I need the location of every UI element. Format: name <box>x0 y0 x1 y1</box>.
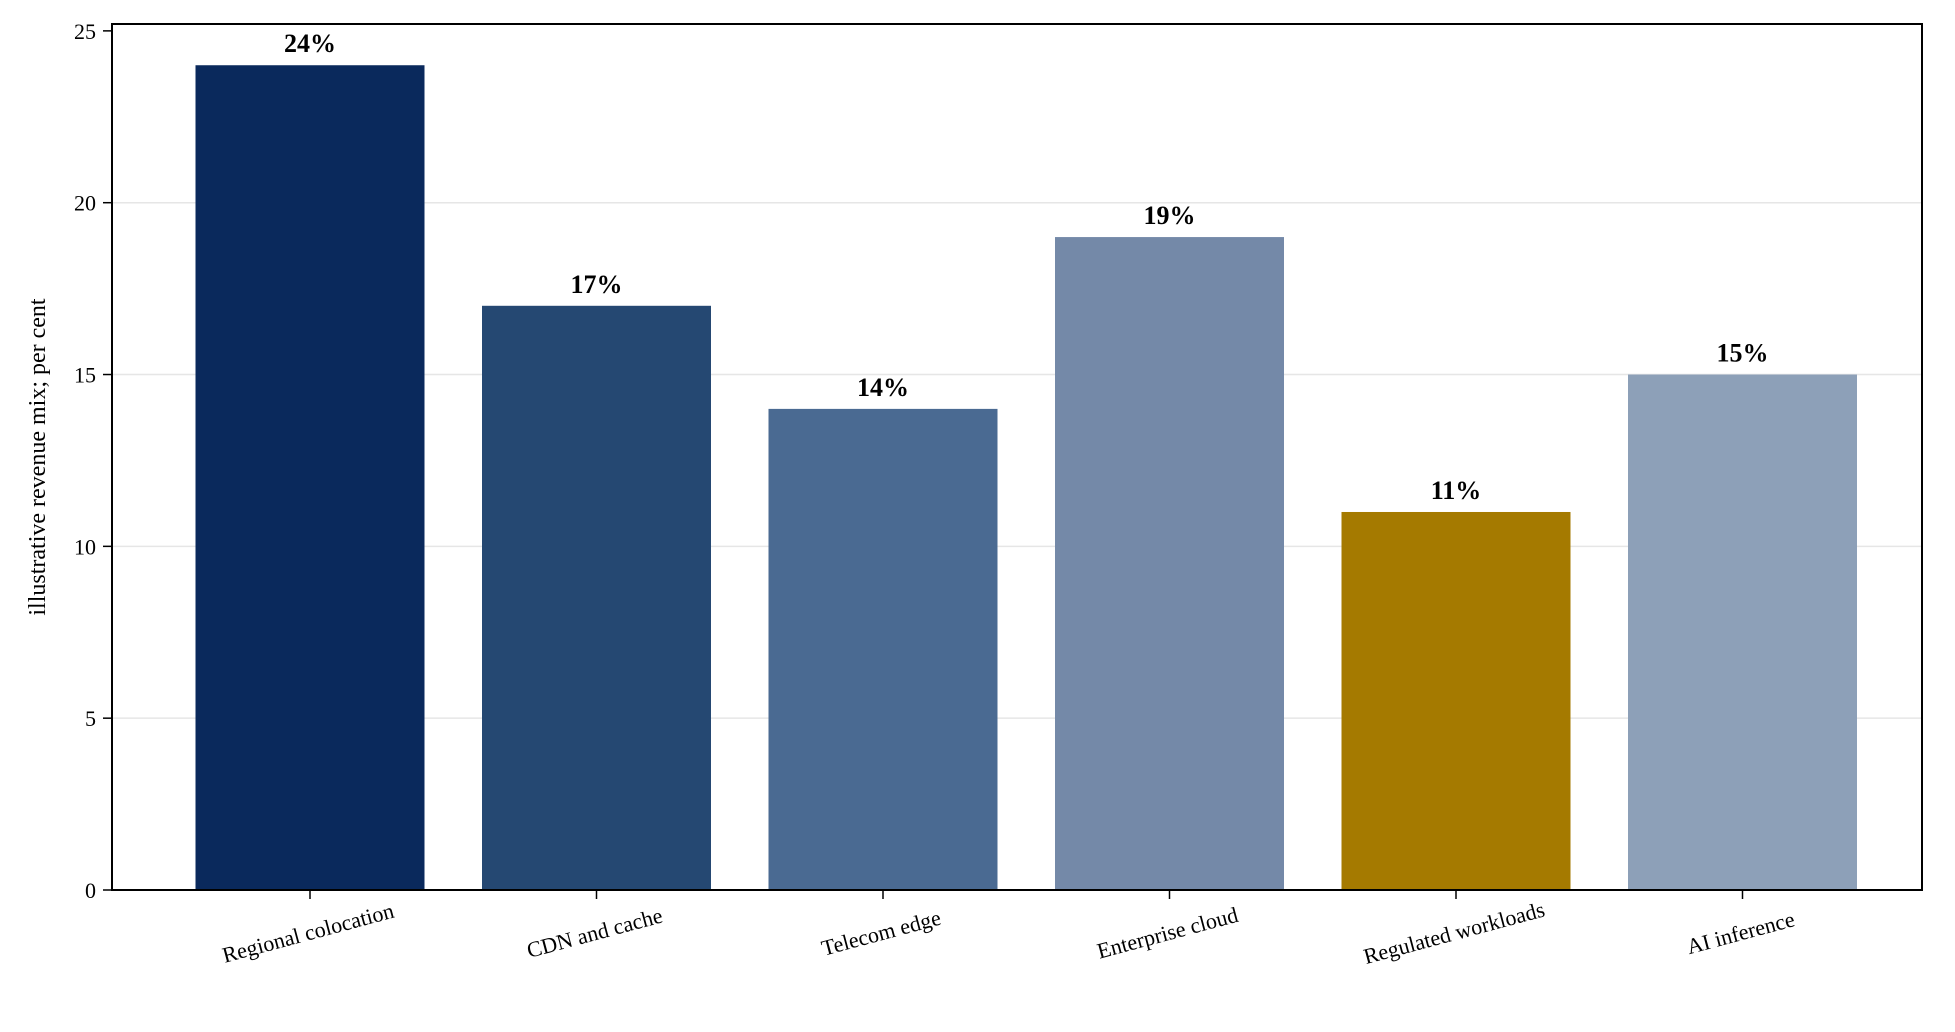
x-tick-label: AI inference <box>1684 906 1797 959</box>
bar <box>768 408 998 890</box>
x-axis: Regional colocation CDN and cache Telecom … <box>220 890 1797 969</box>
x-tick-label: CDN and cache <box>524 903 665 963</box>
y-tick-label: 25 <box>74 19 96 44</box>
bar <box>1055 237 1284 891</box>
y-tick-label: 10 <box>74 534 96 559</box>
y-tick-label: 0 <box>85 878 96 903</box>
data-label: 19% <box>1144 201 1196 230</box>
plot-frame <box>111 23 1923 891</box>
data-label: 11% <box>1431 476 1482 505</box>
bars <box>195 65 1857 891</box>
y-axis-title: illustrative revenue mix; per cent <box>25 298 51 616</box>
y-axis: 0 5 10 15 20 25 <box>74 19 112 903</box>
x-tick-label: Regional colocation <box>220 898 397 968</box>
bar <box>1628 374 1857 890</box>
bar <box>482 305 711 890</box>
data-label: 15% <box>1717 339 1769 368</box>
y-tick-label: 5 <box>85 706 96 731</box>
y-tick-label: 15 <box>74 363 96 388</box>
data-label: 14% <box>857 373 909 402</box>
y-tick-label: 20 <box>74 191 96 216</box>
data-labels: 24% 17% 14% 19% 11% 15% <box>284 29 1769 505</box>
data-label: 17% <box>571 270 623 299</box>
x-tick-label: Enterprise cloud <box>1094 902 1240 964</box>
bar <box>1341 511 1571 890</box>
x-tick-label: Telecom edge <box>819 905 944 961</box>
bar <box>195 65 425 890</box>
data-label: 24% <box>284 29 336 58</box>
x-tick-label: Regulated workloads <box>1361 897 1547 969</box>
